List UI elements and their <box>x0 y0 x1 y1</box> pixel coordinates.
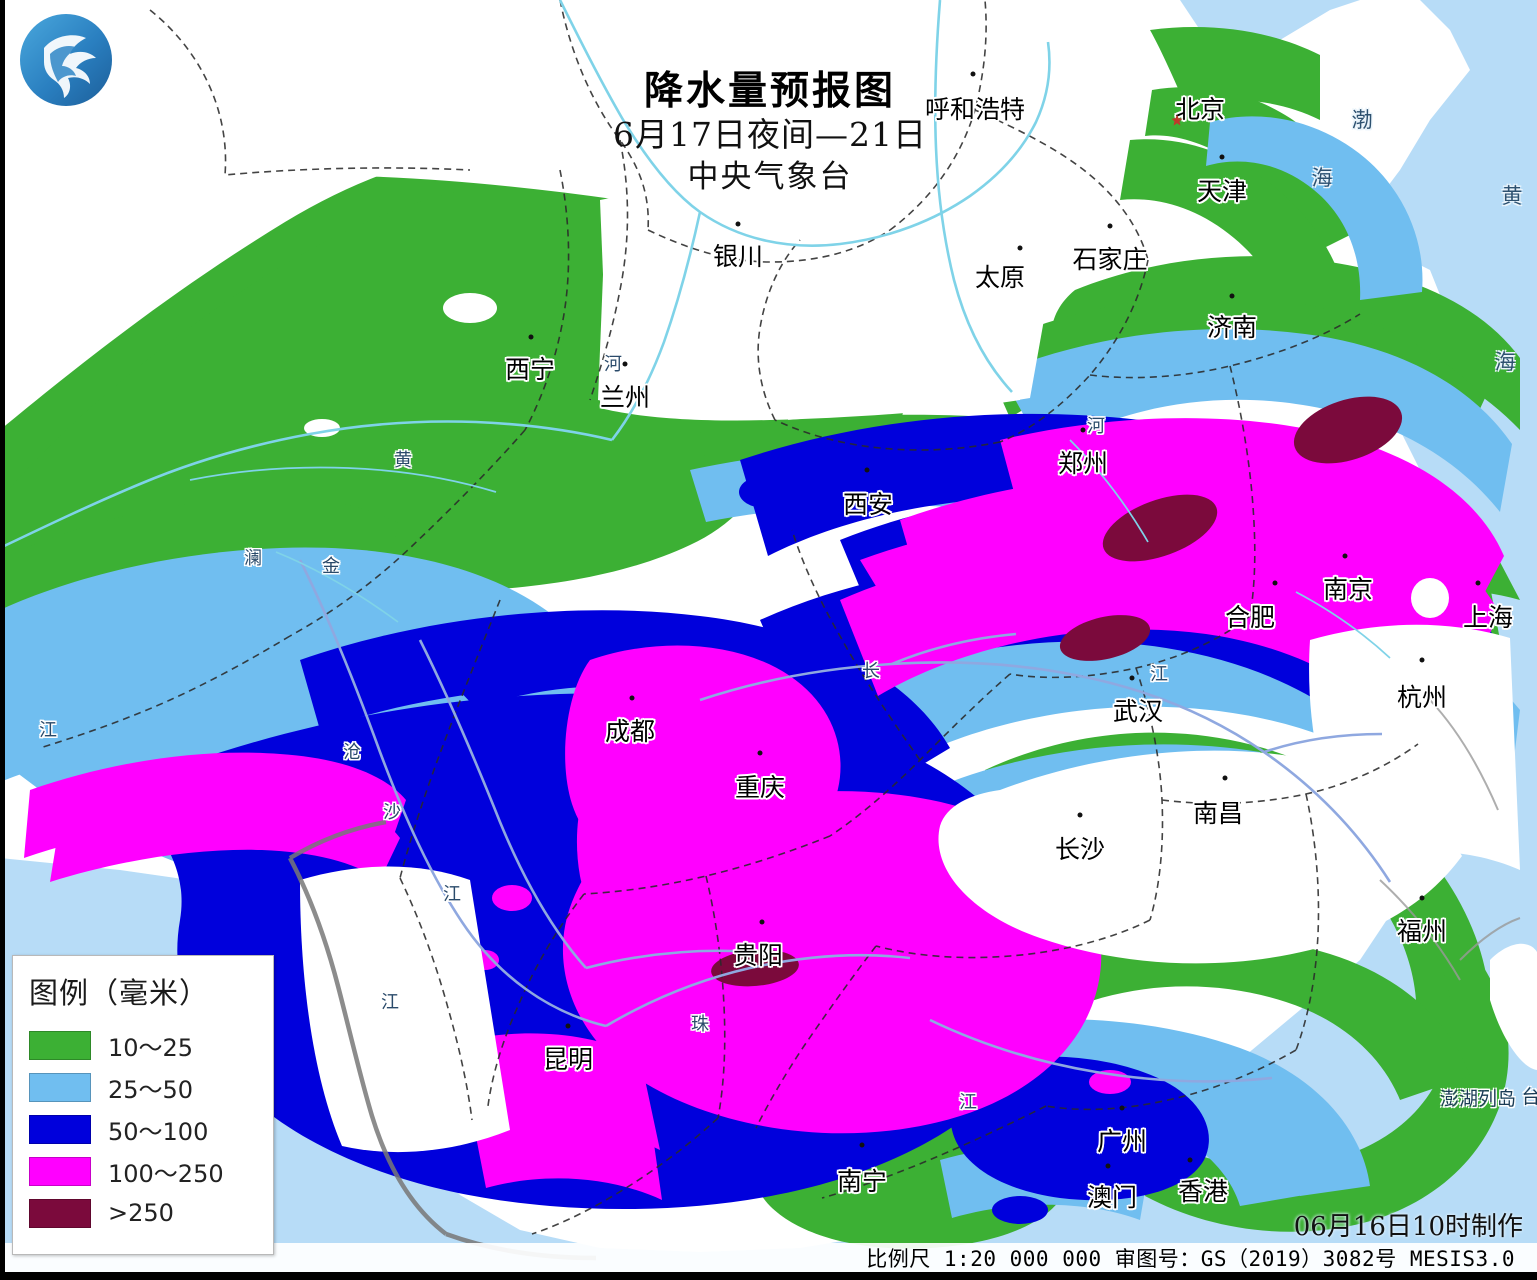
coastline <box>1379 699 1521 981</box>
city-dot-marker <box>1229 293 1235 299</box>
taihu-lake <box>1411 578 1449 618</box>
core-anhui-west <box>1102 494 1218 562</box>
bottom-edge-bar <box>0 1272 1537 1280</box>
qinghai-lake <box>443 293 497 323</box>
core-jiangsu-north <box>1293 396 1403 464</box>
legend-item: 100～250 <box>29 1150 263 1192</box>
city-dot-marker <box>1419 657 1425 663</box>
city-dot-marker <box>528 334 534 340</box>
city-dot-marker <box>759 919 765 925</box>
no-precip-white-areas <box>150 0 1537 1153</box>
legend-item-label: >250 <box>108 1199 174 1227</box>
legend-item: >250 <box>29 1192 263 1234</box>
legend-color-swatch <box>29 1072 91 1102</box>
city-dot-marker <box>1105 1163 1111 1169</box>
legend-item-label: 50～100 <box>108 1117 209 1146</box>
legend-item: 50～100 <box>29 1108 263 1150</box>
legend-rows: 10～25 25～50 50～100 100～250 >250 <box>29 1024 263 1234</box>
legend-item: 10～25 <box>29 1024 263 1066</box>
city-dot-marker <box>864 467 870 473</box>
legend-color-swatch <box>29 1030 91 1060</box>
legend-color-swatch <box>29 1156 91 1186</box>
minor-rivers <box>189 439 1391 659</box>
city-dot-marker <box>565 1023 571 1029</box>
legend-item: 25～50 <box>29 1066 263 1108</box>
city-dot-marker <box>1219 154 1225 160</box>
legend-item-label: 100～250 <box>108 1159 224 1188</box>
city-dot-marker <box>735 221 741 227</box>
city-dot-marker <box>629 695 635 701</box>
city-dot-marker <box>622 361 628 367</box>
city-dot-marker <box>1475 580 1481 586</box>
city-dot-marker <box>1129 675 1135 681</box>
city-dot-marker <box>1080 427 1086 433</box>
legend-item-label: 10～25 <box>108 1033 194 1062</box>
legend-title: 图例（毫米） <box>29 976 210 1010</box>
city-dot-marker <box>1272 580 1278 586</box>
city-dot-marker <box>970 71 976 77</box>
city-dot-marker <box>1119 1105 1125 1111</box>
legend-panel: 图例（毫米） 10～25 25～50 50～100 100～250 >250 <box>12 955 274 1255</box>
cma-dragon-logo <box>14 8 118 112</box>
rivers <box>0 0 1051 550</box>
left-edge-bar <box>0 0 5 1280</box>
yangtze-river <box>298 559 1392 1083</box>
legend-color-swatch <box>29 1114 91 1144</box>
city-dot-marker <box>1077 812 1083 818</box>
city-dot-marker <box>1222 775 1228 781</box>
province-borders <box>39 0 1419 1235</box>
city-dot-marker <box>1187 1157 1193 1163</box>
legend-color-swatch <box>29 1198 91 1228</box>
production-time: 06月16日10时制作 <box>1293 1212 1523 1242</box>
city-dot-marker <box>1107 223 1113 229</box>
capital-marker <box>1171 113 1183 126</box>
city-dot-marker <box>1017 245 1023 251</box>
city-dot-marker <box>1342 553 1348 559</box>
legend-item-label: 25～50 <box>108 1075 194 1104</box>
core-hubei-north <box>1059 615 1151 661</box>
city-dot-marker <box>1419 895 1425 901</box>
city-dot-marker <box>757 750 763 756</box>
city-dot-marker <box>859 1142 865 1148</box>
